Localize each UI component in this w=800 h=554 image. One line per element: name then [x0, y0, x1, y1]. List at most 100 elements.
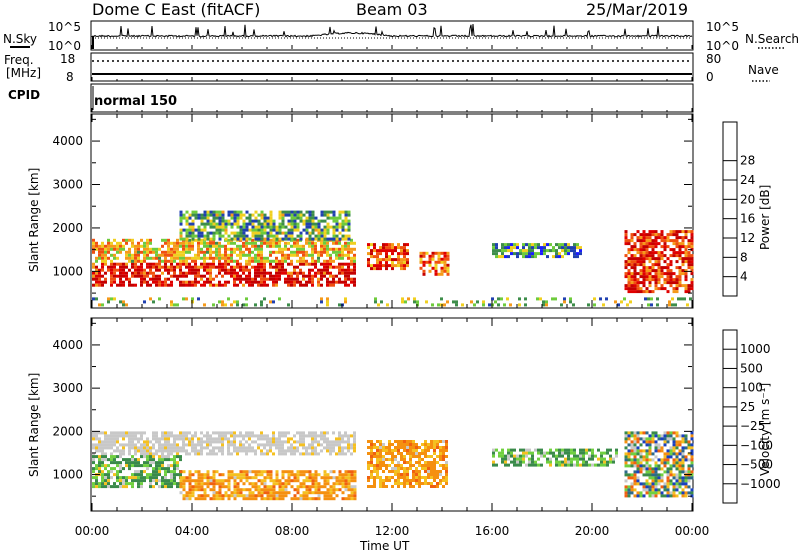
heatmap-cell [430, 473, 433, 476]
heatmap-cell [678, 284, 682, 288]
heatmap-cell [92, 446, 95, 450]
heatmap-cell [660, 473, 664, 477]
heatmap-cell [176, 277, 179, 281]
heatmap-cell [248, 237, 252, 241]
heatmap-cell [624, 488, 628, 492]
heatmap-cell [269, 259, 272, 263]
heatmap-cell [140, 268, 143, 272]
heatmap-cell [308, 213, 312, 217]
heatmap-cell [296, 488, 300, 492]
heatmap-cell [344, 446, 347, 450]
heatmap-cell [173, 446, 176, 450]
heatmap-cell [122, 434, 125, 438]
heatmap-cell [269, 234, 273, 238]
heatmap-cell [317, 283, 320, 287]
heatmap-cell [564, 249, 567, 253]
heatmap-cell [272, 443, 275, 447]
heatmap-cell [299, 247, 302, 251]
heatmap-cell [675, 233, 679, 237]
heatmap-cell [185, 476, 189, 480]
heatmap-cell [113, 271, 116, 275]
heatmap-cell [379, 264, 382, 268]
heatmap-cell [624, 479, 628, 483]
heatmap-cell [645, 464, 649, 468]
heatmap-cell [663, 485, 667, 489]
heatmap-cell [191, 222, 195, 226]
heatmap-cell [248, 446, 251, 450]
heatmap-cell [433, 452, 436, 455]
heatmap-cell [278, 259, 281, 263]
heatmap-cell [370, 470, 373, 473]
heatmap-cell [188, 491, 192, 495]
heatmap-cell [122, 467, 125, 471]
heatmap-cell [146, 265, 149, 269]
heatmap-cell [185, 494, 189, 498]
heatmap-cell [320, 274, 323, 278]
heatmap-cell [329, 476, 333, 480]
heatmap-cell [687, 254, 691, 258]
heatmap-cell [107, 473, 110, 477]
heatmap-cell [492, 460, 495, 464]
heatmap-cell [155, 479, 158, 483]
heatmap-cell [320, 234, 324, 238]
heatmap-cell [666, 272, 670, 276]
heatmap-cell [648, 284, 652, 288]
heatmap-cell [684, 485, 688, 489]
heatmap-cell [642, 455, 646, 459]
heatmap-cell [308, 277, 311, 281]
heatmap-cell [290, 437, 293, 441]
heatmap-cell [636, 431, 640, 435]
heatmap-cell [191, 268, 194, 272]
heatmap-cell [224, 283, 227, 287]
heatmap-cell [531, 249, 534, 253]
heatmap-cell [98, 455, 101, 459]
heatmap-cell [188, 473, 192, 477]
heatmap-cell [406, 446, 409, 449]
heatmap-cell [140, 470, 143, 474]
heatmap-cell [385, 261, 388, 265]
heatmap-cell [308, 244, 311, 248]
heatmap-cell [206, 222, 210, 226]
heatmap-cell [128, 446, 131, 450]
heatmap-cell [215, 228, 219, 232]
heatmap-cell [385, 255, 388, 259]
heatmap-cell [397, 264, 400, 268]
heatmap-cell [170, 250, 173, 254]
heatmap-cell [341, 228, 345, 232]
heatmap-cell [347, 225, 351, 229]
heatmap-cell [104, 434, 107, 438]
heatmap-cell [161, 431, 164, 435]
heatmap-cell [140, 449, 143, 453]
heatmap-cell [648, 242, 652, 246]
heatmap-cell [164, 262, 167, 266]
heatmap-cell [227, 256, 230, 260]
heatmap-cell [296, 216, 300, 220]
heatmap-cell [158, 247, 161, 251]
heatmap-cell [182, 449, 185, 453]
heatmap-cell [221, 452, 224, 456]
heatmap-cell [645, 269, 649, 273]
heatmap-cell [675, 479, 679, 483]
heatmap-cell [164, 241, 167, 245]
heatmap-cell [293, 268, 296, 272]
heatmap-cell [684, 245, 688, 249]
heatmap-cell [215, 256, 218, 260]
heatmap-cell [326, 446, 329, 450]
heatmap-cell [582, 457, 585, 461]
heatmap-cell [275, 244, 278, 248]
heatmap-cell [305, 485, 309, 489]
heatmap-cell [314, 482, 318, 486]
heatmap-cell [344, 488, 348, 492]
heatmap-cell [233, 231, 237, 235]
heatmap-cell [113, 247, 116, 251]
heatmap-cell [146, 443, 149, 447]
heatmap-cell [624, 458, 628, 462]
heatmap-cell [326, 228, 330, 232]
heatmap-cell [329, 210, 333, 214]
heatmap-cell [323, 494, 327, 498]
heatmap-cell [570, 463, 573, 467]
heatmap-cell [278, 265, 281, 269]
heatmap-cell [254, 440, 257, 444]
heatmap-cell [203, 256, 206, 260]
heatmap-cell [179, 256, 182, 260]
